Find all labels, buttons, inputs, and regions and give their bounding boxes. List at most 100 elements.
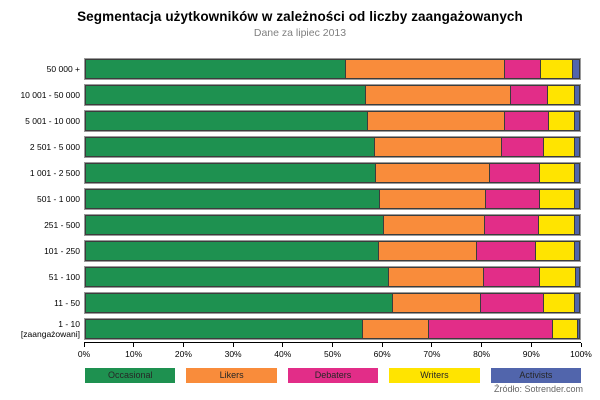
category-label: 5 001 - 10 000 [25,116,80,126]
category-label: 1 - 10 [zaangażowani] [0,319,84,339]
bar-row: 101 - 250 [0,238,581,264]
bar-row: 11 - 50 [0,290,581,316]
bar-segment-likers [345,59,506,79]
bar-segment-debaters [480,293,544,313]
stacked-bar [84,292,581,314]
bar-segment-writers [539,189,576,209]
bar-segment-debaters [511,85,548,105]
bar-segment-likers [389,267,484,287]
x-tick-label: 80% [473,349,491,359]
bar-segment-activists [574,293,580,313]
bar-segment-occasional [85,163,376,183]
bar-segment-activists [576,267,580,287]
legend: Occasional Likers Debaters Writers Activists [85,368,582,383]
bar-segment-likers [375,163,490,183]
bar-segment-occasional [85,189,380,209]
category-label: 2 501 - 5 000 [29,142,80,152]
bar-row: 5 001 - 10 000 [0,108,581,134]
bar-row: 1 - 10 [zaangażowani] [0,316,581,342]
stacked-bar [84,110,581,132]
bar-segment-likers [383,215,485,235]
bar-segment-likers [392,293,481,313]
bar-segment-occasional [85,267,390,287]
x-tick-label: 10% [125,349,143,359]
x-tick-label: 70% [423,349,441,359]
bar-segment-occasional [85,85,367,105]
bar-segment-debaters [502,137,545,157]
bar-segment-writers [543,293,575,313]
bar-segment-debaters [505,59,542,79]
bar-segment-occasional [85,59,346,79]
x-axis: 0% 10% 20% 30% 40% 50% 60% 70% 80% 90% 100% [78,342,592,359]
bar-segment-likers [375,137,503,157]
category-label: 11 - 50 [54,298,80,308]
bar-segment-likers [379,189,487,209]
bar-row: 2 501 - 5 000 [0,134,581,160]
bar-segment-writers [541,59,573,79]
x-tick-label: 90% [522,349,540,359]
category-label: 501 - 1 000 [36,194,80,204]
bar-row: 50 000 + [0,56,581,82]
bar-segment-activists [574,85,580,105]
stacked-bar [84,240,581,262]
bar-segment-activists [575,215,580,235]
x-tick-label: 50% [323,349,342,359]
legend-item-likers: Likers [186,368,277,383]
bar-segment-activists [574,241,580,261]
x-tick [332,343,333,347]
x-tick-label: 100% [570,349,592,359]
category-label: 51 - 100 [48,272,80,282]
bar-row: 1 001 - 2 500 [0,160,581,186]
x-tick [580,343,582,347]
bar-segment-activists [575,137,580,157]
bar-row: 10 001 - 50 000 [0,82,581,108]
bar-segment-activists [577,319,580,339]
bar-segment-occasional [85,137,376,157]
bar-segment-writers [535,241,575,261]
x-tick [381,343,383,347]
source-text: Źródło: Sotrender.com [493,384,583,394]
bars-area: 50 000 + 10 001 - 50 000 5 001 - 10 000 2 5… [0,56,581,342]
category-label: 101 - 250 [44,246,80,256]
bar-segment-occasional [85,293,393,313]
stacked-bar [84,84,581,106]
bar-segment-debaters [428,319,554,339]
bar-segment-debaters [489,163,541,183]
bar-segment-likers [366,85,512,105]
stacked-bar [84,318,581,340]
legend-item-activists: Activists [490,368,582,383]
stacked-bar [84,162,581,184]
bar-segment-likers [379,241,478,261]
bar-segment-activists [574,163,580,183]
legend-item-writers: Writers [389,368,480,383]
bar-segment-debaters [477,241,536,261]
x-tick-label: 30% [224,349,242,359]
bar-segment-activists [575,111,580,131]
x-tick-label: 60% [373,349,391,359]
bar-segment-writers [548,111,576,131]
x-tick [282,343,284,347]
x-tick [481,343,483,347]
stacked-bar [84,266,581,288]
bar-row: 51 - 100 [0,264,581,290]
stacked-bar [84,188,581,210]
bar-segment-debaters [483,267,540,287]
x-tick-label: 40% [274,349,292,359]
bar-segment-occasional [85,241,380,261]
bar-segment-debaters [486,189,540,209]
x-tick [232,343,234,347]
bar-segment-occasional [85,215,384,235]
bar-segment-debaters [484,215,539,235]
stacked-bar [84,58,581,80]
legend-item-occasional: Occasional [85,368,176,383]
bar-segment-writers [540,163,575,183]
x-tick [530,343,532,347]
bar-segment-debaters [504,111,549,131]
bar-segment-writers [544,137,576,157]
category-label: 1 001 - 2 500 [29,168,80,178]
stacked-bar [84,136,581,158]
bar-segment-writers [539,267,576,287]
bar-segment-writers [547,85,575,105]
stacked-bar [84,214,581,236]
